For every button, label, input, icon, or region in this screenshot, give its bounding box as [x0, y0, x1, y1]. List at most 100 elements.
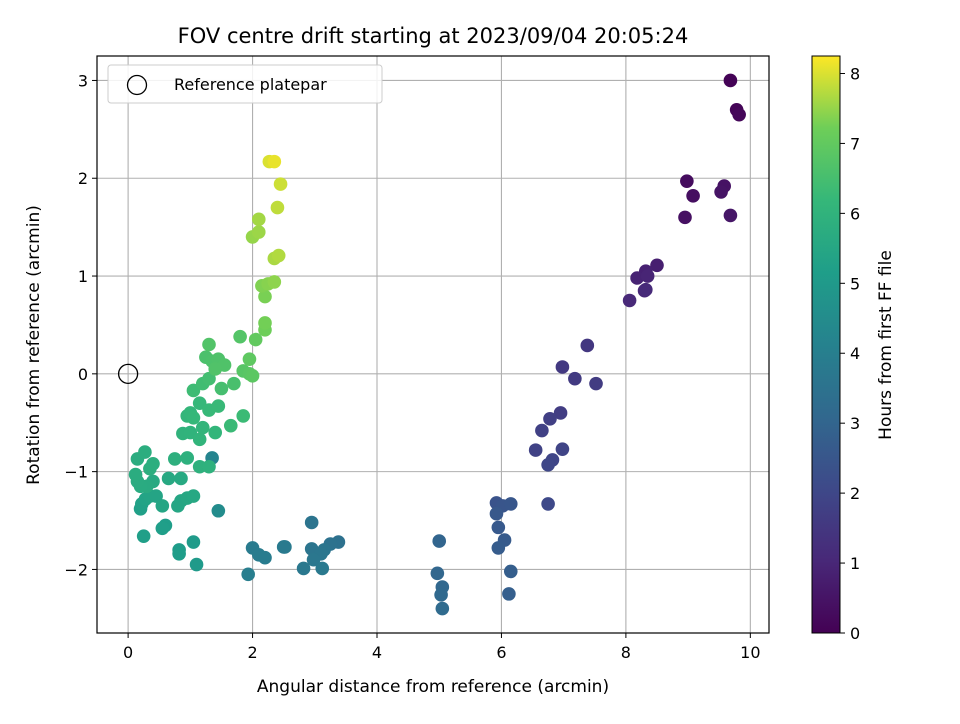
data-point [186, 411, 201, 425]
data-point [528, 443, 543, 457]
data-point [183, 425, 198, 440]
data-point [138, 445, 152, 459]
x-tick-label: 0 [123, 643, 133, 662]
data-point [186, 489, 201, 503]
colorbar-tick-label: 0 [850, 624, 860, 643]
data-point [186, 383, 201, 398]
colorbar-tick-label: 8 [850, 64, 860, 83]
y-tick-label: 3 [78, 71, 88, 90]
data-point [251, 225, 266, 239]
x-tick-label: 10 [740, 643, 760, 662]
data-point [732, 107, 746, 122]
plot-frame [96, 55, 770, 634]
data-point [136, 529, 151, 543]
y-tick-label: −1 [64, 463, 88, 482]
data-point [248, 332, 263, 347]
data-point [161, 471, 176, 486]
data-points [128, 73, 746, 616]
colorbar-label: Hours from first FF file [876, 250, 896, 440]
data-point [172, 546, 186, 561]
data-point [503, 497, 518, 511]
data-point [211, 503, 226, 518]
legend: Reference platepar [107, 64, 383, 104]
data-point [555, 442, 570, 456]
data-point [251, 212, 266, 227]
data-point [553, 406, 568, 420]
data-point [233, 329, 247, 344]
data-point [541, 497, 555, 511]
y-tick-label: 1 [78, 267, 88, 286]
data-point [192, 432, 207, 447]
data-point [435, 601, 450, 616]
reference-platepar-marker [117, 363, 139, 384]
x-tick-label: 6 [496, 643, 506, 662]
x-axis-ticks: 0 2 4 6 8 10 [123, 633, 761, 662]
data-point [304, 515, 319, 530]
data-point [502, 587, 516, 601]
data-point [432, 534, 447, 548]
x-tick-label: 4 [372, 643, 382, 662]
data-point [192, 396, 207, 410]
data-point [296, 561, 311, 576]
colorbar-tick-label: 5 [850, 274, 860, 293]
y-axis-ticks: −2 −1 0 1 2 3 [64, 71, 97, 579]
x-tick-label: 2 [247, 643, 257, 662]
colorbar-tick-label: 1 [850, 554, 860, 573]
data-point [155, 499, 170, 513]
data-point [242, 352, 257, 366]
data-point [195, 420, 210, 435]
data-point [186, 535, 201, 549]
data-point [227, 376, 241, 391]
data-point [149, 489, 163, 503]
data-point [489, 506, 504, 521]
data-point [678, 210, 692, 225]
data-point [650, 258, 664, 273]
data-point [236, 409, 251, 423]
data-point [270, 200, 285, 215]
data-point [202, 459, 216, 474]
data-point [723, 73, 738, 88]
data-point [306, 552, 321, 567]
data-point [430, 566, 445, 581]
data-point [580, 338, 595, 353]
data-point [723, 208, 738, 223]
data-point [155, 521, 170, 536]
data-point [211, 399, 226, 413]
colorbar-ticks: 0 1 2 3 4 5 6 7 8 [840, 64, 860, 643]
data-point [640, 269, 655, 283]
data-point [630, 271, 644, 285]
colorbar-tick-label: 2 [850, 484, 860, 503]
data-point [180, 451, 195, 465]
data-point [589, 376, 603, 391]
data-point [622, 293, 637, 308]
data-point [258, 289, 272, 304]
y-tick-label: 0 [78, 365, 88, 384]
data-point [189, 557, 204, 572]
data-point [267, 275, 282, 289]
data-point [714, 185, 728, 199]
colorbar-tick-label: 6 [850, 204, 860, 223]
data-point [267, 154, 282, 169]
data-point [245, 368, 260, 383]
data-point [491, 541, 506, 555]
data-point [555, 360, 570, 374]
y-tick-label: −2 [64, 560, 88, 579]
colorbar-tick-label: 3 [850, 414, 860, 433]
data-point [258, 316, 272, 330]
legend-marker-icon [126, 74, 148, 96]
data-point [223, 418, 238, 433]
data-point [278, 540, 292, 554]
x-tick-label: 8 [621, 643, 631, 662]
colorbar-tick-label: 7 [850, 134, 860, 153]
data-point [568, 371, 582, 386]
data-point [128, 467, 143, 482]
y-tick-label: 2 [78, 169, 88, 188]
data-point [258, 550, 272, 565]
colorbar-gradient [811, 55, 841, 634]
data-point [543, 412, 557, 426]
data-point [146, 457, 160, 471]
data-point [241, 567, 255, 582]
data-point [686, 189, 700, 203]
colorbar: 0 1 2 3 4 5 6 7 8 Hours from first FF file [811, 55, 896, 643]
data-point [535, 423, 549, 438]
